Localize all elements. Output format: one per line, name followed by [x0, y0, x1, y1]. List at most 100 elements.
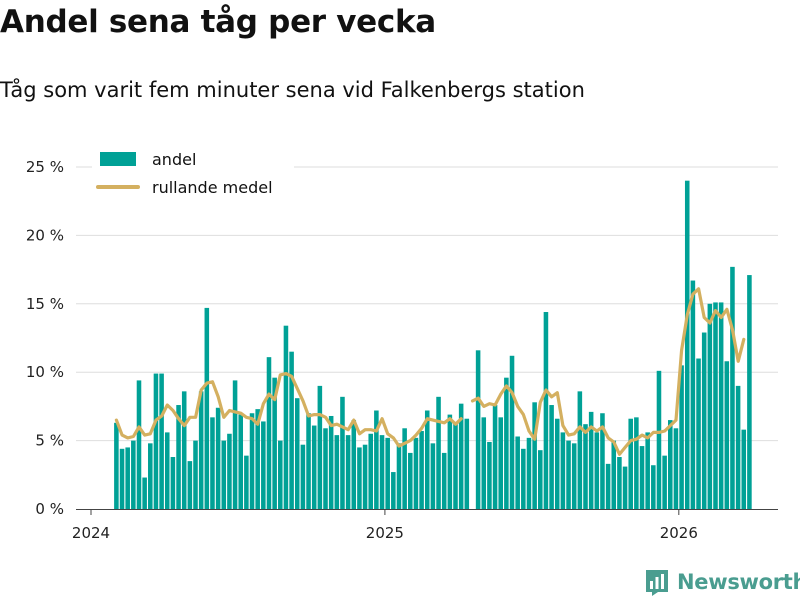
- bar: [345, 435, 351, 509]
- bar: [289, 351, 294, 509]
- line-segment: [470, 287, 746, 456]
- bar: [741, 429, 747, 509]
- y-tick-label: 10 %: [26, 363, 64, 381]
- bar: [379, 435, 385, 509]
- bar: [498, 417, 503, 509]
- bar: [707, 303, 713, 509]
- bar: [532, 402, 537, 509]
- bar: [413, 437, 419, 509]
- bar: [436, 396, 441, 509]
- bar: [430, 443, 436, 509]
- bar: [662, 455, 667, 509]
- bar: [441, 452, 447, 509]
- bar: [673, 428, 679, 509]
- bar: [136, 380, 142, 509]
- bar: [351, 420, 357, 509]
- bar: [210, 417, 215, 509]
- bar: [272, 377, 277, 509]
- y-axis-labels: 0 % 5 % 10 % 15 % 20 % 25 %: [26, 158, 64, 518]
- bar: [515, 436, 520, 509]
- bar: [571, 443, 577, 509]
- bar: [193, 440, 198, 509]
- bar: [521, 448, 526, 509]
- legend: andel rullande medel: [92, 146, 294, 206]
- bar: [334, 435, 340, 509]
- bar: [690, 280, 696, 509]
- bar: [266, 357, 272, 509]
- bar: [317, 385, 323, 509]
- y-tick-label: 20 %: [26, 226, 64, 244]
- bar: [583, 424, 588, 509]
- bar: [187, 461, 193, 509]
- bar: [153, 373, 159, 509]
- bar: [125, 447, 130, 509]
- bar: [577, 391, 583, 509]
- bar: [227, 433, 232, 509]
- bar: [526, 437, 532, 509]
- bar: [628, 418, 633, 509]
- bar: [232, 380, 238, 509]
- bar: [374, 410, 379, 509]
- bar: [323, 428, 328, 509]
- line-series-rullande-medel: [114, 287, 746, 456]
- bar: [679, 365, 684, 509]
- bar: [215, 407, 221, 509]
- bar: [424, 410, 430, 509]
- x-tick-label: 2025: [366, 524, 404, 542]
- bar: [611, 440, 617, 509]
- bar: [255, 409, 260, 509]
- bar: [368, 433, 373, 509]
- bar: [244, 455, 249, 509]
- bar: [651, 465, 656, 509]
- bar: [119, 448, 125, 509]
- bar: [419, 431, 424, 509]
- bar: [396, 443, 402, 509]
- x-tick-label: 2024: [72, 524, 110, 542]
- bar: [170, 457, 176, 509]
- bar: [492, 405, 498, 509]
- x-axis: 2024 2025 2026: [72, 509, 778, 542]
- bar: [668, 420, 673, 509]
- bar: [735, 385, 741, 509]
- brand-name: Newsworthy: [677, 570, 800, 594]
- bar: [554, 418, 560, 509]
- bar: [328, 415, 334, 509]
- bar: [453, 422, 458, 509]
- bar: [181, 391, 187, 509]
- bar: [408, 452, 413, 509]
- bar: [509, 355, 515, 509]
- bar-chart-logo-icon: [646, 570, 668, 596]
- bar: [176, 405, 181, 509]
- bar: [198, 391, 204, 509]
- bar: [713, 302, 718, 509]
- y-tick-label: 25 %: [26, 158, 64, 176]
- bar: [696, 358, 701, 509]
- bar: [306, 413, 311, 509]
- bar: [600, 413, 605, 509]
- bar: [159, 373, 164, 509]
- bar: [588, 411, 594, 509]
- bar: [538, 450, 543, 509]
- bar: [311, 425, 317, 509]
- bar: [718, 302, 724, 509]
- bar: [475, 350, 481, 509]
- bar: [385, 437, 390, 509]
- bar: [148, 443, 153, 509]
- bar: [487, 441, 492, 509]
- chart-subtitle: Tåg som varit fem minuter sena vid Falke…: [0, 78, 585, 102]
- bar: [622, 466, 628, 509]
- bar: [278, 440, 283, 509]
- chart-title: Andel sena tåg per vecka: [0, 4, 436, 40]
- bar: [481, 417, 487, 509]
- legend-label-rullande-medel: rullande medel: [152, 178, 273, 197]
- bar: [249, 413, 255, 509]
- bar: [391, 472, 396, 509]
- bar: [560, 432, 566, 509]
- bar: [684, 180, 690, 509]
- bar: [464, 418, 470, 509]
- legend-label-andel: andel: [152, 150, 196, 169]
- y-tick-label: 0 %: [35, 500, 64, 518]
- bar: [114, 422, 119, 509]
- bar: [645, 432, 650, 509]
- bar: [458, 403, 464, 509]
